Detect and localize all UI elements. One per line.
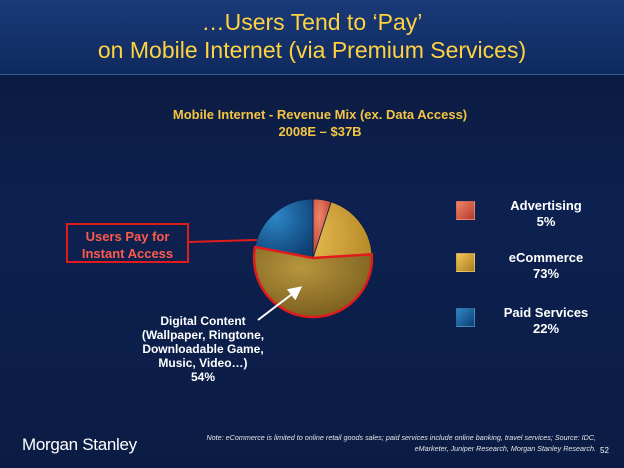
legend-value-paid-services: 22% — [532, 321, 560, 336]
legend-item-advertising: Advertising 5% — [456, 198, 616, 238]
chart-title: Mobile Internet - Revenue Mix (ex. Data … — [172, 107, 468, 122]
digital-content-arrow — [257, 286, 303, 321]
footnote-line-2: eMarketer, Juniper Research, Morgan Stan… — [414, 444, 596, 453]
pie-slice-digital-content — [252, 245, 374, 319]
legend-text-paid-services: Paid Services 22% — [486, 305, 606, 337]
chart-subtitle: 2008E – $37B — [278, 124, 362, 139]
footnote-line-1: Note: eCommerce is limited to online ret… — [206, 433, 596, 442]
footnote: Note: eCommerce is limited to online ret… — [170, 432, 596, 454]
slide-title-line-1: …Users Tend to ‘Pay’ — [201, 9, 423, 35]
title-divider — [0, 74, 624, 75]
slide-title: …Users Tend to ‘Pay’ on Mobile Internet … — [0, 8, 624, 64]
legend-swatch-ecommerce — [456, 253, 475, 272]
legend-swatch-paid-services — [456, 308, 475, 327]
callout-line-2: Instant Access — [81, 246, 174, 261]
callout-users-pay: Users Pay for Instant Access — [66, 223, 189, 263]
legend-label-ecommerce: eCommerce — [508, 250, 584, 265]
legend-label-advertising: Advertising — [510, 198, 582, 213]
digital-content-detail-2: Downloadable Game, — [142, 342, 264, 356]
legend-value-advertising: 5% — [536, 214, 556, 229]
legend-value-ecommerce: 73% — [532, 266, 560, 281]
legend-item-ecommerce: eCommerce 73% — [456, 250, 616, 290]
slide-title-line-2: on Mobile Internet (via Premium Services… — [97, 37, 527, 63]
callout-connector-line — [188, 239, 258, 243]
legend-swatch-advertising — [456, 201, 475, 220]
digital-content-label: Digital Content (Wallpaper, Ringtone, Do… — [128, 314, 278, 384]
morgan-stanley-logo: Morgan Stanley — [22, 435, 137, 454]
legend-text-ecommerce: eCommerce 73% — [486, 250, 606, 282]
title-band — [0, 0, 624, 74]
page-number: 52 — [600, 446, 609, 455]
chart-title-block: Mobile Internet - Revenue Mix (ex. Data … — [0, 106, 624, 140]
pie-slice-paid-services — [254, 198, 314, 259]
legend-label-paid-services: Paid Services — [503, 305, 589, 320]
legend-item-paid-services: Paid Services 22% — [456, 305, 616, 345]
callout-line-1: Users Pay for — [85, 229, 170, 244]
digital-content-title: Digital Content — [160, 314, 246, 328]
digital-content-detail-3: Music, Video…) — [158, 356, 248, 370]
digital-content-percent: 54% — [190, 370, 216, 384]
digital-content-detail-1: (Wallpaper, Ringtone, — [141, 328, 265, 342]
legend-text-advertising: Advertising 5% — [486, 198, 606, 230]
